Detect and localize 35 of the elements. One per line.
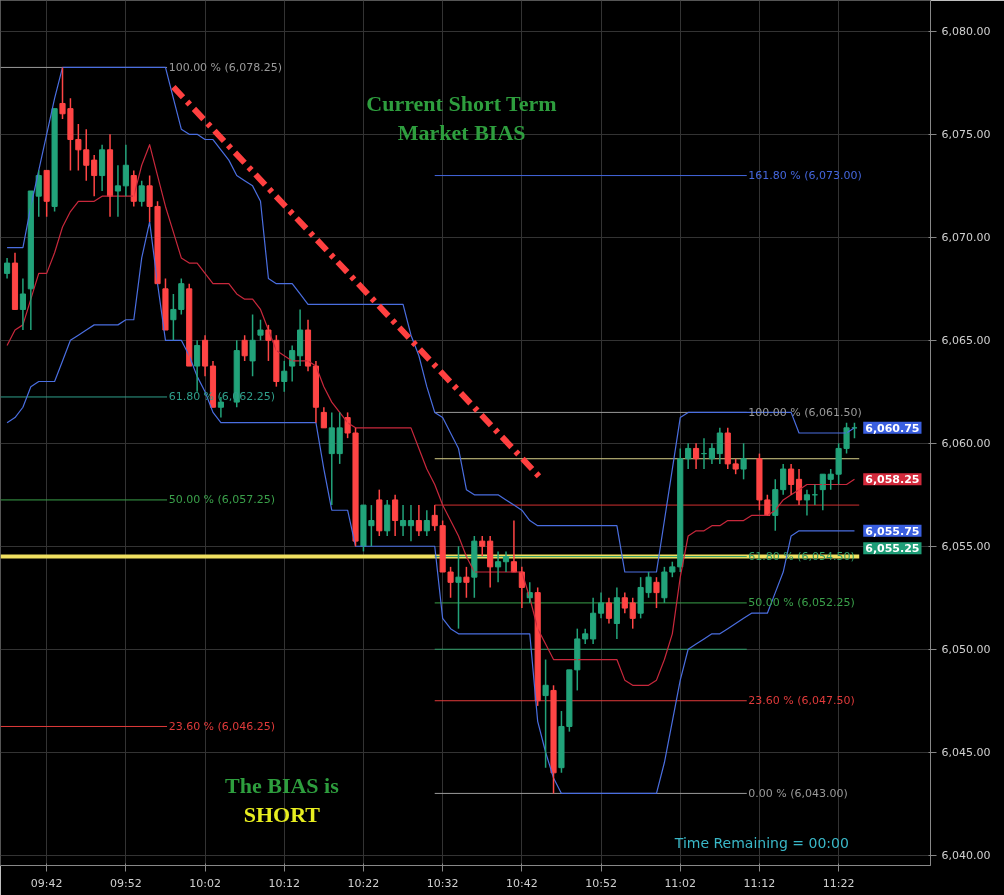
x-tick-label: 11:02 [664, 876, 697, 890]
x-tick-label: 10:22 [347, 876, 380, 890]
ref-line-label: 23.60 % (6,046.25) [168, 719, 276, 733]
ref-line-label: 0.00 % (6,043.00) [748, 786, 848, 800]
y-tick-label: 6,080.00 [941, 25, 991, 39]
x-tick-label: 10:42 [506, 876, 538, 890]
y-tick-label: 6,065.00 [941, 334, 991, 348]
annotation: SHORT [243, 801, 321, 827]
y-tick-label: 6,055.00 [941, 540, 991, 554]
ref-line-label: 161.80 % (6,073.00) [748, 169, 862, 183]
text: 6,058.25 [865, 473, 920, 487]
x-tick-label: 11:12 [743, 876, 776, 890]
y-tick-label: 6,050.00 [941, 643, 991, 657]
ref-line-label: 100.00 % (6,078.25) [168, 60, 283, 74]
text: 6,055.25 [865, 542, 920, 556]
x-tick-label: 11:22 [822, 876, 855, 890]
annotation: The BIAS is [225, 772, 340, 798]
y-tick-label: 6,060.00 [941, 437, 991, 451]
y-tick-label: 6,040.00 [941, 849, 991, 863]
annotation: Current Short Term [366, 90, 557, 116]
annotation: Market BIAS [397, 119, 526, 145]
ref-line-label: 50.00 % (6,057.25) [168, 493, 276, 507]
ref-line-label: 23.60 % (6,047.50) [748, 694, 855, 708]
y-tick-label: 6,075.00 [941, 128, 991, 142]
x-tick-label: 10:52 [585, 876, 617, 890]
x-tick-label: 10:32 [426, 876, 459, 890]
y-tick-label: 6,045.00 [941, 746, 991, 760]
x-tick-label: 10:12 [268, 876, 301, 890]
annotation: Time Remaining = 00:00 [673, 834, 849, 851]
x-tick-label: 10:02 [189, 876, 221, 890]
x-tick-label: 09:52 [110, 876, 142, 890]
y-tick-label: 6,070.00 [941, 231, 991, 245]
x-tick-label: 09:42 [30, 876, 63, 890]
text: 6,055.75 [865, 524, 920, 538]
text: 6,060.75 [865, 421, 920, 435]
